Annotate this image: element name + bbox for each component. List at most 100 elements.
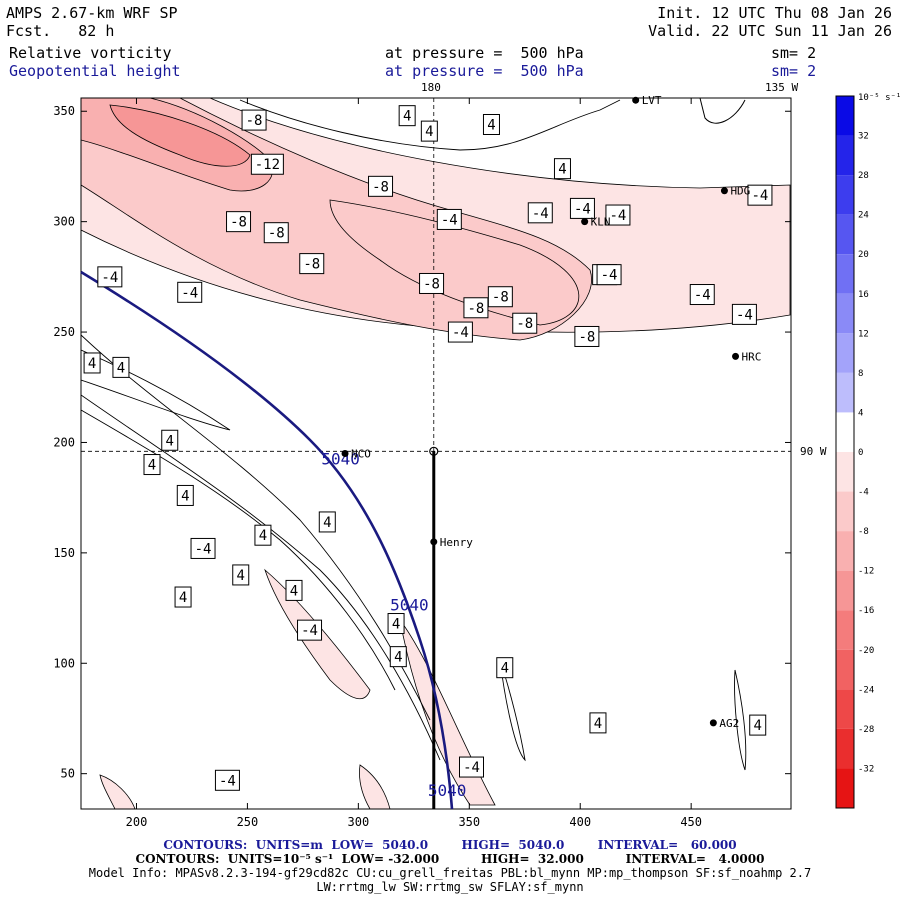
lon-135w-label: 135 W <box>765 81 798 94</box>
vorticity-label: -8 <box>463 297 489 319</box>
colorbar-swatch <box>836 372 854 413</box>
vorticity-label-box <box>420 120 438 142</box>
vorticity-band-core <box>109 104 251 167</box>
vorticity-label-text: -8 <box>578 329 595 345</box>
vorticity-label-box <box>596 264 622 286</box>
station-hdg: HDG <box>720 185 750 198</box>
station-dot <box>720 187 728 195</box>
vorticity-label: 4 <box>389 646 407 668</box>
vorticity-label-box <box>527 202 553 224</box>
vorticity-label-box <box>368 175 394 197</box>
vorticity-label-text: -4 <box>752 188 769 204</box>
vorticity-label-box <box>214 769 240 791</box>
colorbar-label: -12 <box>858 567 874 577</box>
colorbar-swatch <box>836 531 854 571</box>
vorticity-label-box <box>749 714 767 736</box>
vorticity-label-text: 4 <box>181 488 189 504</box>
vorticity-label-text: -8 <box>268 226 285 242</box>
vorticity-label-box <box>496 657 514 679</box>
vorticity-label: -4 <box>605 204 631 226</box>
geopotential-contour <box>80 270 454 810</box>
x-tick-label: 350 <box>458 815 480 829</box>
station-label: AG2 <box>719 717 739 730</box>
vorticity-label-box <box>263 222 289 244</box>
vorticity-label-box <box>482 113 500 135</box>
vorticity-contour-pos-7 <box>734 669 747 771</box>
vorticity-label-text: -4 <box>301 623 318 639</box>
vorticity-label-text: -4 <box>195 541 212 557</box>
colorbar-swatch <box>836 254 854 294</box>
vorticity-label-box <box>512 312 538 334</box>
colorbar-label: 20 <box>858 250 869 260</box>
vorticity-label: 4 <box>176 484 194 506</box>
init-time: Init. 12 UTC Thu 08 Jan 26 <box>657 4 892 22</box>
vorticity-label-box <box>297 619 323 641</box>
forecast-hour: Fcst. 82 h <box>6 22 115 40</box>
colorbar-label: -16 <box>858 606 874 616</box>
lon-90w-label: 90 W <box>800 445 827 458</box>
colorbar-swatch <box>836 412 854 452</box>
vorticity-labels: -8-12-8-8-8-8-8-8-8-8-8-8-4-4-4-4-4-4-4-… <box>83 105 773 791</box>
colorbar: 32 28 24 20 16 12 8 4 0 -4 -8 -12 -16 -20 -24 -28 -32 <box>835 95 874 809</box>
station-henry: Henry <box>430 536 473 549</box>
y-tick-label: 150 <box>53 546 75 560</box>
vorticity-label-text: 4 <box>501 661 509 677</box>
colorbar-swatch <box>836 96 854 136</box>
vorticity-label-text: 4 <box>117 360 125 376</box>
vorticity-label-box <box>389 646 407 668</box>
vorticity-label: -4 <box>689 284 715 306</box>
vorticity-label-text: -4 <box>601 268 618 284</box>
x-tick-label: 400 <box>569 815 591 829</box>
colorbar-swatch <box>836 689 854 729</box>
vorticity-label: 4 <box>174 586 192 608</box>
vorticity-label-text: 4 <box>392 617 400 633</box>
vorticity-label-box <box>574 325 600 347</box>
station-lvt: LVT <box>632 94 662 107</box>
vorticity-label-box <box>226 211 252 233</box>
station-hrc: HRC <box>732 350 761 363</box>
vorticity-label: 4 <box>589 712 607 734</box>
vorticity-label-box <box>97 266 123 288</box>
vorticity-label-box <box>232 564 250 586</box>
vorticity-label-text: -8 <box>492 290 509 306</box>
vorticity-label: 4 <box>398 105 416 127</box>
vorticity-label-box <box>589 712 607 734</box>
vorticity-label-text: 4 <box>148 458 156 474</box>
height-label: 5040 <box>428 781 467 800</box>
colorbar-label: 8 <box>858 369 863 379</box>
station-dot <box>632 96 640 104</box>
station-label: KLN <box>591 216 611 229</box>
vorticity-label-text: 4 <box>88 356 96 372</box>
vorticity-label-text: -4 <box>219 773 236 789</box>
station-label: HRC <box>742 350 762 363</box>
station-dot <box>341 450 349 457</box>
colorbar-label: -28 <box>858 725 874 735</box>
vorticity-label-box <box>241 109 267 131</box>
colorbar-label: 4 <box>858 408 863 418</box>
vorticity-label: 4 <box>482 113 500 135</box>
vorticity-label: 4 <box>143 454 161 476</box>
colorbar-swatch <box>836 649 854 690</box>
colorbar-swatch <box>836 452 854 492</box>
pressure-height: at pressure = 500 hPa <box>385 62 584 80</box>
vorticity-label-text: -4 <box>694 288 711 304</box>
vorticity-label-box <box>459 756 484 778</box>
vorticity-label-text: -8 <box>468 301 485 317</box>
vorticity-label-text: -4 <box>101 270 118 286</box>
vorticity-label-box <box>285 579 303 601</box>
vorticity-label: -4 <box>436 208 462 230</box>
vorticity-label-text: -4 <box>181 285 198 301</box>
vorticity-label-text: 4 <box>394 650 402 666</box>
vorticity-label: -4 <box>177 281 203 303</box>
vorticity-label-box <box>161 429 179 451</box>
vorticity-contour-pos-6 <box>499 659 526 762</box>
vorticity-label: 4 <box>285 579 303 601</box>
vorticity-contour-pos-4 <box>81 349 231 431</box>
colorbar-label: 0 <box>858 448 863 458</box>
vorticity-streak-3 <box>99 774 136 809</box>
vorticity-label-box <box>254 524 272 546</box>
vorticity-label-box <box>447 321 473 343</box>
height-label: 5040 <box>390 595 429 614</box>
vorticity-label-text: -8 <box>303 257 320 273</box>
